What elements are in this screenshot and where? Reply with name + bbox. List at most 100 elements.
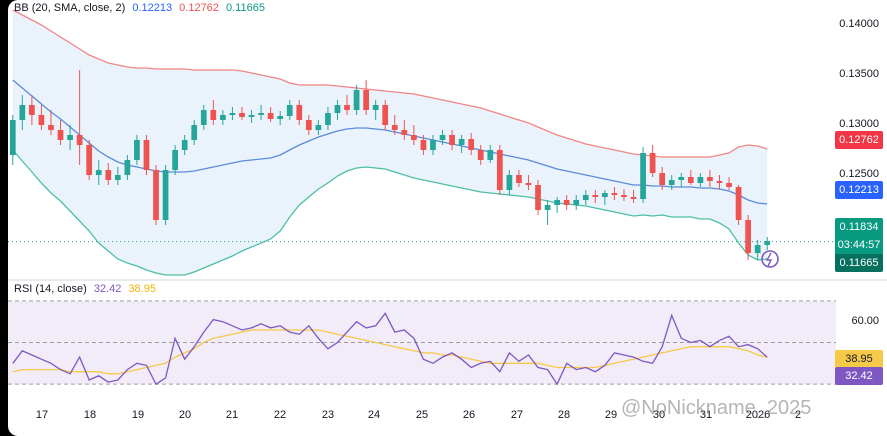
candle <box>239 107 245 120</box>
candle-body <box>325 113 331 125</box>
candle <box>372 100 379 120</box>
candle-body <box>582 195 589 200</box>
candle <box>391 115 398 135</box>
candle <box>86 140 93 180</box>
candle-body <box>172 150 178 170</box>
countdown-badge: 03:44:57 <box>835 236 883 254</box>
candle-body <box>592 195 599 197</box>
candle-body <box>754 245 761 253</box>
candle-body <box>76 135 83 145</box>
candle-body <box>477 150 484 160</box>
candle <box>640 147 646 203</box>
chart-canvas[interactable] <box>8 0 887 436</box>
candle <box>114 167 121 185</box>
candle <box>258 105 264 120</box>
candle <box>487 145 494 163</box>
candle <box>277 111 284 125</box>
candle-body <box>506 175 513 190</box>
candle-body <box>487 150 494 160</box>
bb-legend-upper: 0.12762 <box>179 2 219 14</box>
time-tick-label: 24 <box>367 409 381 421</box>
candle <box>458 135 465 153</box>
candle-body <box>48 125 54 130</box>
candle <box>267 107 274 122</box>
time-tick-label: 21 <box>225 409 239 421</box>
candle-body <box>525 183 532 185</box>
candle <box>296 100 303 125</box>
candle <box>286 100 293 120</box>
candle <box>592 190 599 203</box>
candle-body <box>611 193 618 195</box>
candle-body <box>764 241 771 245</box>
time-tick-label: 27 <box>510 409 524 421</box>
candle-body <box>687 177 694 183</box>
candle-body <box>286 105 293 116</box>
candle <box>563 195 570 210</box>
time-tick-label: 31 <box>699 409 713 421</box>
rsi-legend[interactable]: RSI (14, close) 32.42 38.95 <box>14 283 160 295</box>
candle <box>305 115 312 135</box>
candle-body <box>544 205 551 210</box>
time-tick-label: 19 <box>131 409 145 421</box>
candle-body <box>344 105 350 110</box>
candle-body <box>162 170 169 220</box>
candle-body <box>496 150 503 190</box>
time-tick-label: 17 <box>35 409 49 421</box>
candle <box>95 160 102 185</box>
candle <box>707 170 713 187</box>
candle-body <box>220 115 226 120</box>
candle <box>477 145 484 165</box>
price-tick-label: 0.14000 <box>839 18 879 30</box>
bollinger-band-fill <box>12 10 768 275</box>
candle-body <box>191 125 198 140</box>
candle-body <box>363 90 369 110</box>
candle-body <box>516 175 522 183</box>
candle-body <box>210 110 217 120</box>
bb-legend-lower: 0.11665 <box>225 2 265 14</box>
rsi-badge: 32.42 <box>835 367 883 385</box>
candle <box>764 237 771 250</box>
candle-body <box>9 120 16 155</box>
candle <box>716 175 723 189</box>
time-tick-label: 28 <box>557 409 571 421</box>
candle <box>105 163 112 185</box>
candle-body <box>535 185 541 210</box>
candle <box>210 100 217 125</box>
candle-body <box>86 145 93 175</box>
candle <box>602 190 608 205</box>
time-tick-label: 20 <box>178 409 192 421</box>
last-price-badge: 0.11834 <box>835 218 883 236</box>
bb-legend-name: BB (20, SMA, close, 2) <box>14 2 126 14</box>
price-tick-label: 0.13000 <box>839 118 879 130</box>
candle <box>754 240 761 260</box>
candle-body <box>468 139 475 150</box>
candle-body <box>181 140 188 150</box>
candle-body <box>38 115 45 125</box>
chart-panel[interactable]: BB (20, SMA, close, 2) 0.12213 0.12762 0… <box>8 0 887 436</box>
candle <box>649 145 656 177</box>
candle <box>162 165 169 225</box>
candle <box>67 125 73 150</box>
candle-body <box>248 115 255 117</box>
bb-legend[interactable]: BB (20, SMA, close, 2) 0.12213 0.12762 0… <box>14 2 269 14</box>
time-tick-label: 23 <box>321 409 335 421</box>
candle-body <box>258 113 264 115</box>
candle <box>153 165 159 225</box>
candle-body <box>372 105 379 110</box>
price-tick-label: 0.12500 <box>839 168 879 180</box>
candle-body <box>640 153 646 199</box>
candle <box>191 120 198 145</box>
candle-body <box>678 177 685 180</box>
candle-body <box>153 170 159 220</box>
candle <box>668 175 675 190</box>
candle <box>611 187 618 200</box>
rsi-tick-label: 60.00 <box>851 314 879 327</box>
candle <box>124 155 131 180</box>
time-tick-label: 25 <box>415 409 429 421</box>
candle <box>344 95 350 115</box>
candle <box>363 80 369 115</box>
candle <box>411 125 417 145</box>
candle <box>19 95 26 130</box>
candle-body <box>401 130 408 135</box>
candle-body <box>707 177 713 181</box>
